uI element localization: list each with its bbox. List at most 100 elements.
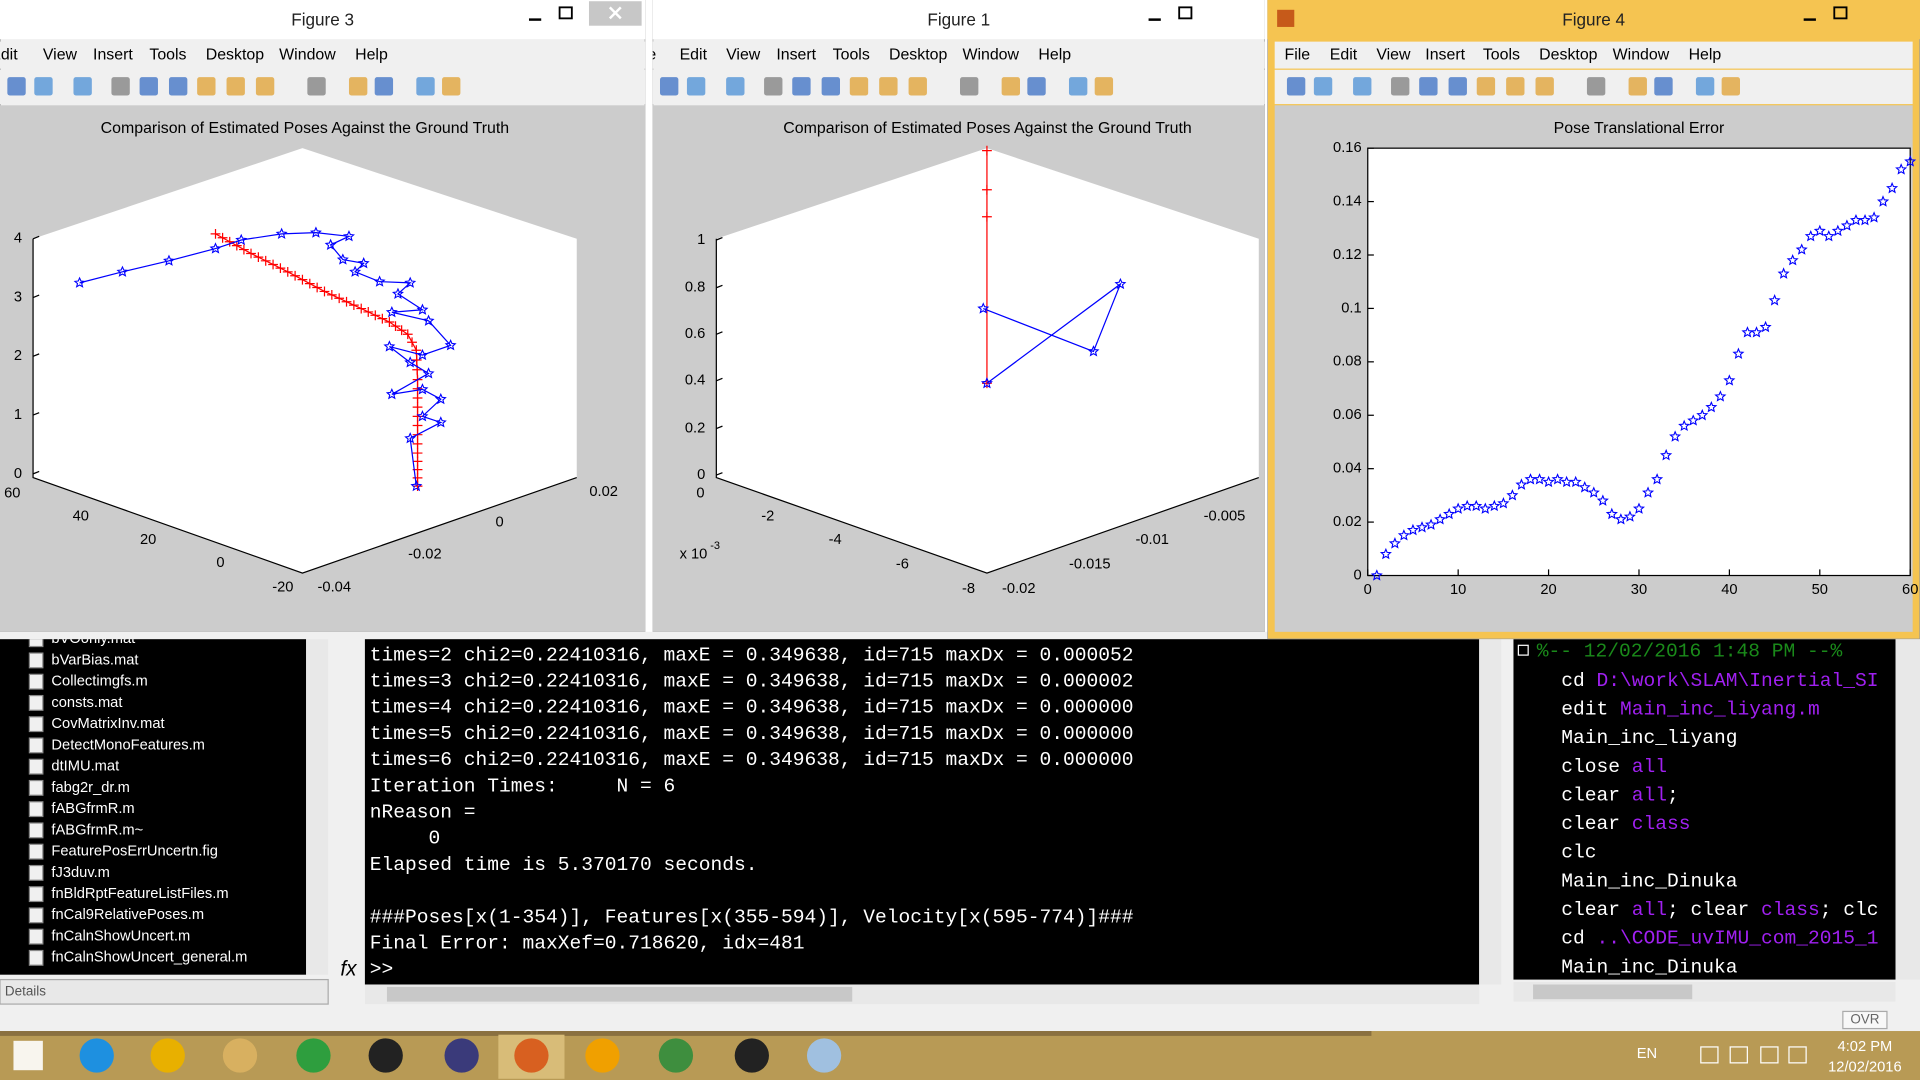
toolbar-button[interactable] — [1391, 77, 1410, 96]
toolbar-button[interactable] — [1094, 77, 1114, 96]
prompt[interactable]: >> — [370, 959, 393, 981]
maximize-button[interactable] — [558, 6, 573, 20]
menu-item[interactable]: View — [43, 46, 78, 63]
menu-item[interactable]: Desktop — [889, 46, 948, 63]
taskbar-app[interactable] — [734, 1038, 769, 1073]
taskbar-app[interactable] — [806, 1038, 842, 1073]
history-entry[interactable]: clear class — [1561, 813, 1690, 835]
menu-item[interactable]: File — [631, 46, 657, 63]
menu-item[interactable]: Help — [355, 46, 388, 63]
toolbar-button[interactable] — [1628, 77, 1647, 96]
menu-item[interactable]: Insert — [776, 46, 816, 63]
maximize-button[interactable] — [1833, 6, 1848, 20]
file-name[interactable]: bVOonly.mat — [51, 631, 135, 647]
toolbar-button[interactable] — [348, 77, 368, 96]
toolbar-button[interactable] — [1476, 77, 1496, 96]
taskbar-app[interactable] — [368, 1038, 403, 1073]
clock-date[interactable]: 12/02/2016 — [1828, 1060, 1902, 1076]
menu-item[interactable]: Window — [279, 46, 336, 63]
toolbar-button[interactable] — [1695, 77, 1715, 96]
taskbar-app[interactable] — [150, 1038, 185, 1073]
toolbar-button[interactable] — [1506, 77, 1525, 96]
toolbar-button[interactable] — [1068, 77, 1088, 96]
menu-item[interactable]: Tools — [149, 46, 186, 63]
tray-icon[interactable] — [1760, 1046, 1779, 1064]
toolbar-button[interactable] — [879, 77, 898, 96]
menu-item[interactable]: View — [726, 46, 761, 63]
maximize-button[interactable] — [1178, 6, 1193, 20]
toolbar-button[interactable] — [726, 77, 745, 96]
toolbar-button[interactable] — [908, 77, 927, 96]
menu-item[interactable]: View — [1376, 46, 1411, 63]
toolbar-button[interactable] — [960, 77, 979, 96]
scrollbar[interactable] — [1479, 639, 1502, 985]
menu-item[interactable]: Desktop — [1539, 46, 1598, 63]
toolbar-button[interactable] — [792, 77, 811, 96]
taskbar-app[interactable] — [13, 1040, 43, 1071]
scrollbar[interactable] — [306, 639, 329, 975]
tray-icon[interactable] — [1788, 1046, 1807, 1064]
scroll-thumb[interactable] — [386, 986, 853, 1002]
toolbar-button[interactable] — [1448, 77, 1467, 96]
toolbar-button[interactable] — [686, 77, 706, 96]
history-entry[interactable]: clear all; — [1561, 785, 1679, 807]
menu-item[interactable]: Window — [1613, 46, 1670, 63]
toolbar-button[interactable] — [1027, 77, 1046, 96]
menu-item[interactable]: Help — [1038, 46, 1071, 63]
toolbar-button[interactable] — [1654, 77, 1673, 96]
file-name[interactable]: dtIMU.mat — [51, 759, 119, 775]
details-bar[interactable] — [0, 978, 329, 1005]
file-name[interactable]: bVarBias.mat — [51, 652, 138, 668]
toolbar-button[interactable] — [660, 77, 679, 96]
file-name[interactable]: DetectMonoFeatures.m — [51, 737, 204, 753]
toolbar-button[interactable] — [1353, 77, 1372, 96]
menu-item[interactable]: File — [1284, 46, 1310, 63]
history-entry[interactable]: Main_inc_Dinuka — [1561, 871, 1737, 893]
tray-icon[interactable] — [1700, 1046, 1719, 1064]
toolbar-button[interactable] — [1313, 77, 1333, 96]
menu-item[interactable]: Tools — [833, 46, 870, 63]
toolbar-button[interactable] — [73, 77, 92, 96]
history-entry[interactable]: close all — [1561, 756, 1667, 778]
toolbar-button[interactable] — [111, 77, 130, 96]
history-entry[interactable]: cd ..\CODE_uvIMU_com_2015_1 — [1561, 928, 1878, 950]
toolbar-button[interactable] — [255, 77, 275, 96]
toolbar-button[interactable] — [764, 77, 783, 96]
toolbar-button[interactable] — [34, 77, 53, 96]
toolbar-button[interactable] — [821, 77, 840, 96]
toolbar-button[interactable] — [139, 77, 158, 96]
file-name[interactable]: consts.mat — [51, 695, 122, 711]
taskbar-app[interactable] — [296, 1038, 331, 1073]
file-name[interactable]: Collectimgfs.m — [51, 674, 147, 690]
toolbar-button[interactable] — [374, 77, 394, 96]
taskbar-app[interactable] — [222, 1038, 258, 1073]
menu-item[interactable]: Window — [962, 46, 1019, 63]
file-name[interactable]: fabg2r_dr.m — [51, 780, 129, 796]
history-entry[interactable]: Main_inc_Dinuka — [1561, 957, 1737, 979]
history-entry[interactable]: edit Main_inc_liyang.m — [1561, 699, 1819, 721]
toolbar-button[interactable] — [1721, 77, 1740, 96]
menu-item[interactable]: Edit — [680, 46, 708, 63]
taskbar-app[interactable] — [585, 1038, 620, 1073]
taskbar-app[interactable] — [444, 1038, 479, 1073]
taskbar-app[interactable] — [514, 1038, 549, 1073]
history-entry[interactable]: cd D:\work\SLAM\Inertial_SI — [1561, 670, 1878, 692]
history-entry[interactable]: clc — [1561, 842, 1596, 864]
toolbar-button[interactable] — [849, 77, 869, 96]
menu-item[interactable]: Tools — [1483, 46, 1520, 63]
toolbar-button[interactable] — [226, 77, 245, 96]
menu-item[interactable]: Desktop — [206, 46, 265, 63]
scrollbar[interactable] — [1895, 639, 1920, 980]
taskbar-app[interactable] — [79, 1038, 114, 1073]
toolbar-button[interactable] — [168, 77, 188, 96]
menu-item[interactable]: Edit — [0, 46, 18, 63]
file-name[interactable]: fnCalnShowUncert.m — [51, 928, 190, 944]
file-name[interactable]: fABGfrmR.m — [51, 801, 134, 817]
tray-icon[interactable] — [1729, 1046, 1748, 1064]
file-name[interactable]: fnCal9RelativePoses.m — [51, 907, 204, 923]
history-entry[interactable]: clear all; clear class; clc — [1561, 899, 1878, 921]
file-name[interactable]: CovMatrixInv.mat — [51, 716, 164, 732]
menu-item[interactable]: Insert — [93, 46, 133, 63]
file-name[interactable]: fABGfrmR.m~ — [51, 822, 143, 838]
toolbar-button[interactable] — [7, 77, 26, 96]
